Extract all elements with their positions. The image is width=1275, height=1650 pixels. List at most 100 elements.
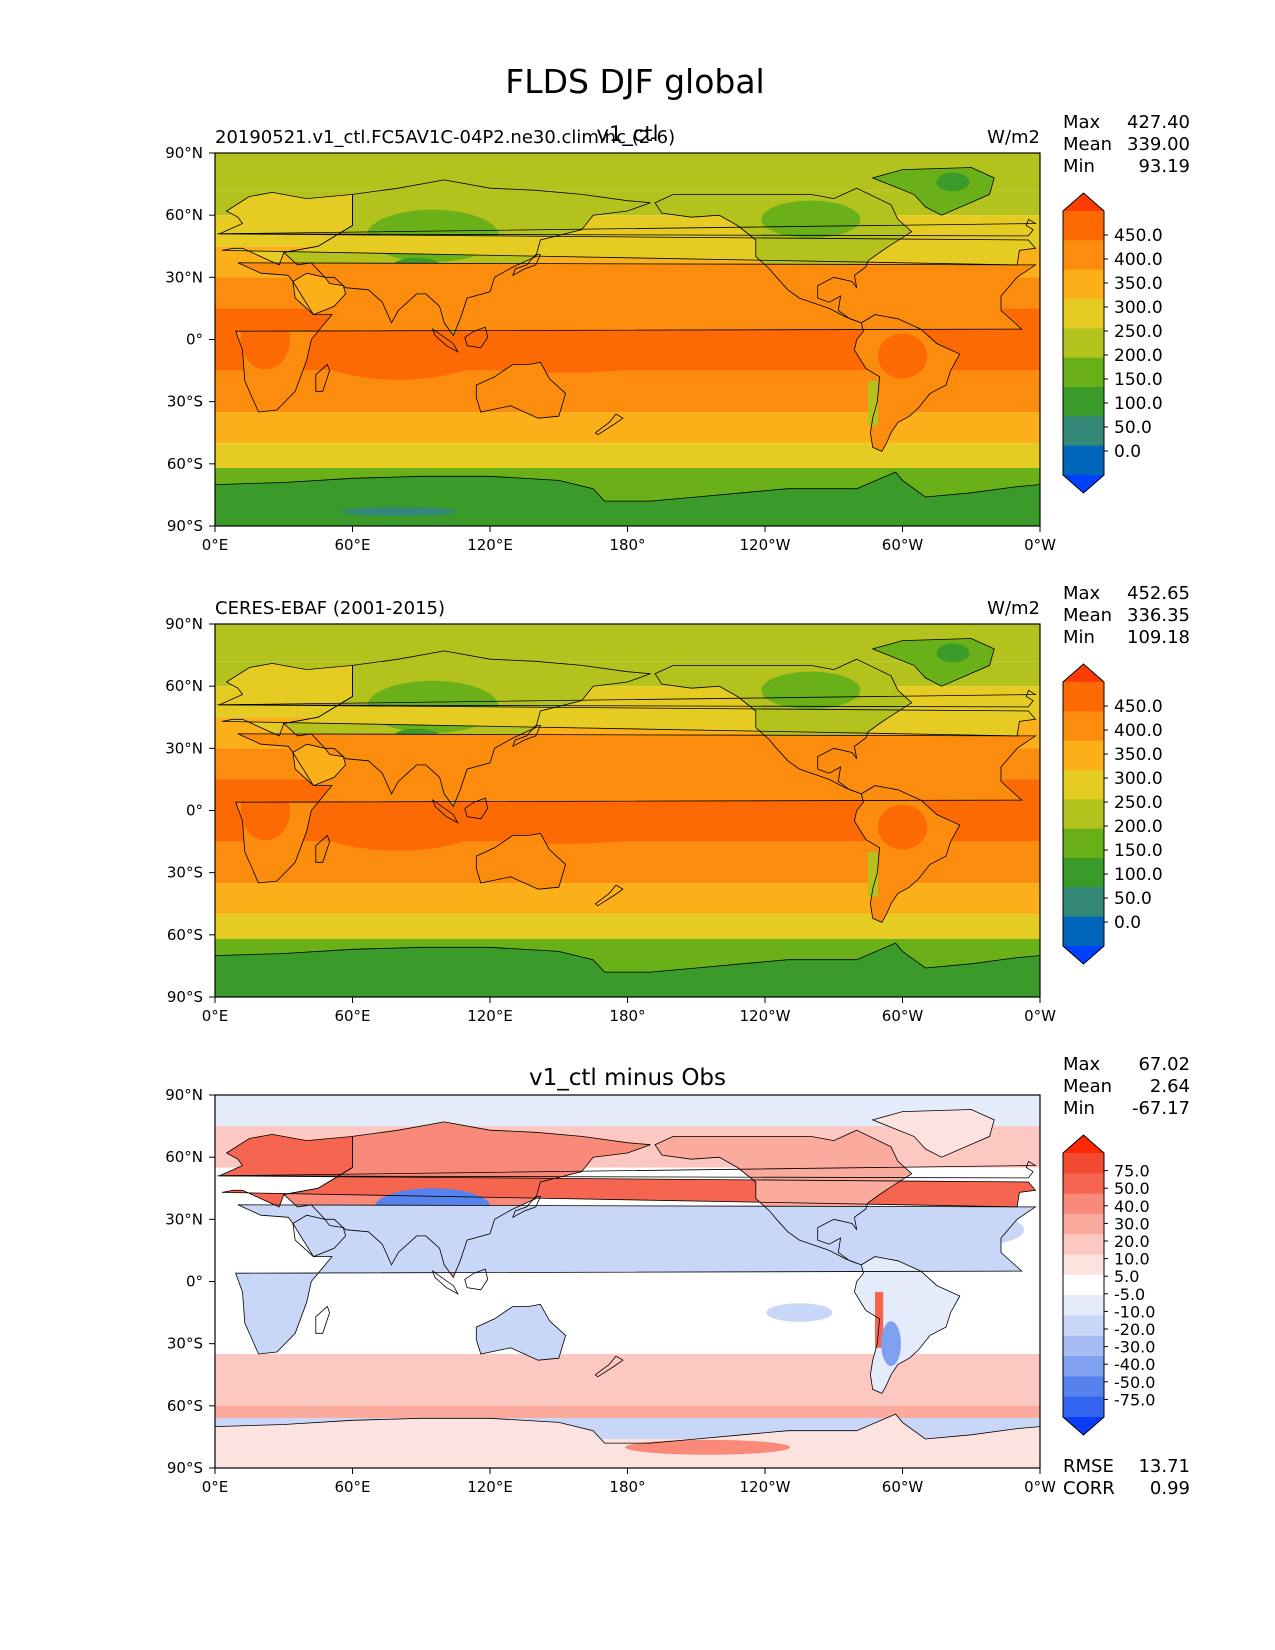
colorbar-label: 0.0 xyxy=(1114,913,1141,933)
colorbar-segment xyxy=(1063,858,1104,888)
lat-tick-label: 0° xyxy=(186,1273,203,1291)
coastline-uk xyxy=(217,218,1037,237)
lon-tick-label: 0°E xyxy=(202,1478,229,1496)
colorbar-segment xyxy=(1063,1173,1104,1195)
stat-value: 452.65 xyxy=(1127,583,1190,604)
stat-name: Max xyxy=(1063,1054,1101,1075)
stat-value: 109.18 xyxy=(1127,627,1190,648)
lon-tick-label: 180° xyxy=(609,1007,645,1025)
colorbar-1: 450.0 400.0 350.0 300.0 250.0 200.0 150.0 100.0… xyxy=(1062,663,1163,965)
colorbar-label: 350.0 xyxy=(1114,274,1163,294)
panel-units: W/m2 xyxy=(987,598,1040,619)
panel-left-title: CERES-EBAF (2001-2015) xyxy=(215,598,445,619)
stat-value: 13.71 xyxy=(1138,1456,1190,1477)
colorbar-label: 50.0 xyxy=(1114,1179,1150,1198)
colorbar-segment xyxy=(1063,269,1104,300)
lon-tick-label: 120°W xyxy=(740,536,791,554)
coastline-samerica xyxy=(853,1256,961,1394)
coastline-namerica xyxy=(654,1129,913,1266)
colorbar-segment xyxy=(1063,1234,1104,1256)
stat-value: 336.35 xyxy=(1127,605,1190,626)
colorbar-segment xyxy=(1063,1274,1104,1296)
colorbar-segment xyxy=(1063,1315,1104,1337)
stat-name: Max xyxy=(1063,583,1101,604)
colorbar-label: 30.0 xyxy=(1114,1214,1150,1233)
map-panel-2 xyxy=(215,1095,1040,1468)
colorbar-segment xyxy=(1063,1356,1104,1377)
colorbar-segment xyxy=(1063,387,1104,417)
lon-tick-label: 0°E xyxy=(202,536,229,554)
colorbar-label: 20.0 xyxy=(1114,1232,1150,1251)
stat-value: 339.00 xyxy=(1127,134,1190,155)
figure-title: FLDS DJF global xyxy=(505,62,764,101)
colorbar-label: 350.0 xyxy=(1114,745,1163,765)
lat-tick-label: 60°S xyxy=(167,455,203,473)
coastline-samerica xyxy=(853,314,961,452)
stat-name: Min xyxy=(1063,1098,1095,1119)
coastline-arabia xyxy=(292,1214,347,1258)
lon-tick-label: 120°E xyxy=(467,1007,513,1025)
stat-name: Max xyxy=(1063,112,1101,133)
colorbar-segment xyxy=(1063,299,1104,329)
colorbar-label: -30.0 xyxy=(1114,1338,1155,1357)
lat-tick-label: 30°S xyxy=(167,1335,203,1353)
lat-tick-label: 30°S xyxy=(167,864,203,882)
lon-tick-label: 120°W xyxy=(740,1478,791,1496)
lon-tick-label: 0°E xyxy=(202,1007,229,1025)
lon-tick-label: 0°W xyxy=(1024,1007,1056,1025)
colorbar-label: 5.0 xyxy=(1114,1267,1139,1286)
lon-tick-label: 60°E xyxy=(334,1007,370,1025)
lat-tick-label: 30°N xyxy=(165,739,203,757)
colorbar-label: 250.0 xyxy=(1114,793,1163,813)
colorbar-label: 400.0 xyxy=(1114,721,1163,741)
colorbar-extend-min xyxy=(1063,946,1104,964)
coastline-asia xyxy=(282,650,651,808)
coastline-madagascar xyxy=(315,834,331,863)
coastline-nz xyxy=(594,1355,624,1378)
colorbar-extend-max xyxy=(1063,1135,1104,1153)
colorbar-segment xyxy=(1063,887,1104,918)
coastline-madagascar xyxy=(315,363,331,392)
colorbar-label: 75.0 xyxy=(1114,1162,1150,1181)
colorbar-segment xyxy=(1063,211,1104,241)
panel-center-title: v1_ctl minus Obs xyxy=(529,1065,726,1091)
lat-tick-label: 30°N xyxy=(165,1210,203,1228)
coastline-arabia xyxy=(292,272,347,316)
colorbar-label: -5.0 xyxy=(1114,1285,1145,1304)
lat-tick-label: 90°N xyxy=(165,1086,203,1104)
lon-tick-label: 60°W xyxy=(882,536,924,554)
colorbar-label: 450.0 xyxy=(1114,697,1163,717)
colorbar-extend-min xyxy=(1063,475,1104,493)
stat-name: Mean xyxy=(1063,605,1112,626)
coastline-borneo xyxy=(464,1268,489,1291)
coastline-africa xyxy=(235,1204,1037,1355)
lat-tick-label: 60°N xyxy=(165,206,203,224)
colorbar-segment xyxy=(1063,240,1104,271)
lon-tick-label: 120°E xyxy=(467,1478,513,1496)
stat-name: Min xyxy=(1063,627,1095,648)
coastline-australia xyxy=(475,361,567,419)
coastline-greenland xyxy=(871,638,995,687)
lat-tick-label: 90°S xyxy=(167,988,203,1006)
colorbar-label: -20.0 xyxy=(1114,1320,1155,1339)
coastline-asia xyxy=(282,179,651,337)
lon-tick-label: 120°W xyxy=(740,1007,791,1025)
colorbar-segment xyxy=(1063,711,1104,742)
coastline-arabia xyxy=(292,743,347,787)
coastline-namerica xyxy=(654,187,913,324)
colorbar-label: 10.0 xyxy=(1114,1250,1150,1269)
coastline-namerica xyxy=(654,658,913,795)
coastline-australia xyxy=(475,1303,567,1361)
lat-tick-label: 90°N xyxy=(165,144,203,162)
lat-tick-label: 60°N xyxy=(165,677,203,695)
stat-name: RMSE xyxy=(1063,1456,1114,1477)
colorbar-label: 50.0 xyxy=(1114,889,1152,909)
colorbar-segment xyxy=(1063,1295,1104,1316)
stat-value: 93.19 xyxy=(1138,156,1190,177)
colorbar-segment xyxy=(1063,740,1104,771)
coastline-antarctica xyxy=(215,1413,1040,1444)
colorbar-segment xyxy=(1063,916,1104,947)
colorbar-label: -50.0 xyxy=(1114,1373,1155,1392)
coastline-asia xyxy=(282,1121,651,1279)
map-panel-1 xyxy=(215,624,1040,997)
